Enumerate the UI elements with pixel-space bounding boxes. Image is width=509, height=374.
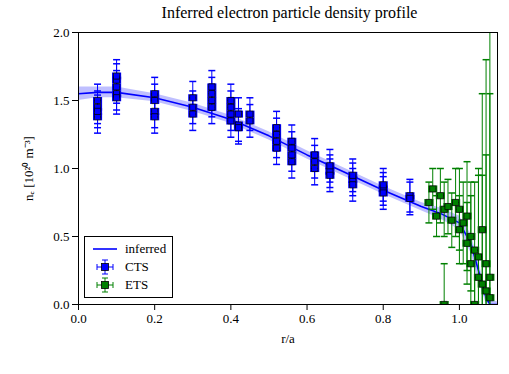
html-text:ETS: ETS bbox=[125, 277, 149, 292]
svg-text:2.0: 2.0 bbox=[53, 26, 69, 40]
svg-text:1.0: 1.0 bbox=[53, 161, 69, 176]
svg-text:0.8: 0.8 bbox=[375, 311, 391, 326]
svg-text:0.5: 0.5 bbox=[53, 229, 69, 244]
svg-text:0.2: 0.2 bbox=[147, 311, 163, 326]
svg-text:0.4: 0.4 bbox=[223, 311, 240, 326]
html-text:CTS: CTS bbox=[125, 259, 149, 274]
svg-text:0.6: 0.6 bbox=[299, 311, 316, 326]
svg-text:0.0: 0.0 bbox=[53, 297, 69, 312]
svg-text:r/a: r/a bbox=[281, 331, 295, 346]
html-text:Inferred electron particle den: Inferred electron particle density profi… bbox=[161, 4, 418, 21]
svg-text:1.0: 1.0 bbox=[451, 311, 467, 326]
html-text:inferred: inferred bbox=[125, 241, 167, 256]
svg-text:nₑ [10²⁰ m⁻³]: nₑ [10²⁰ m⁻³] bbox=[21, 136, 36, 201]
svg-text:0.0: 0.0 bbox=[70, 311, 86, 326]
svg-text:1.5: 1.5 bbox=[53, 93, 69, 108]
